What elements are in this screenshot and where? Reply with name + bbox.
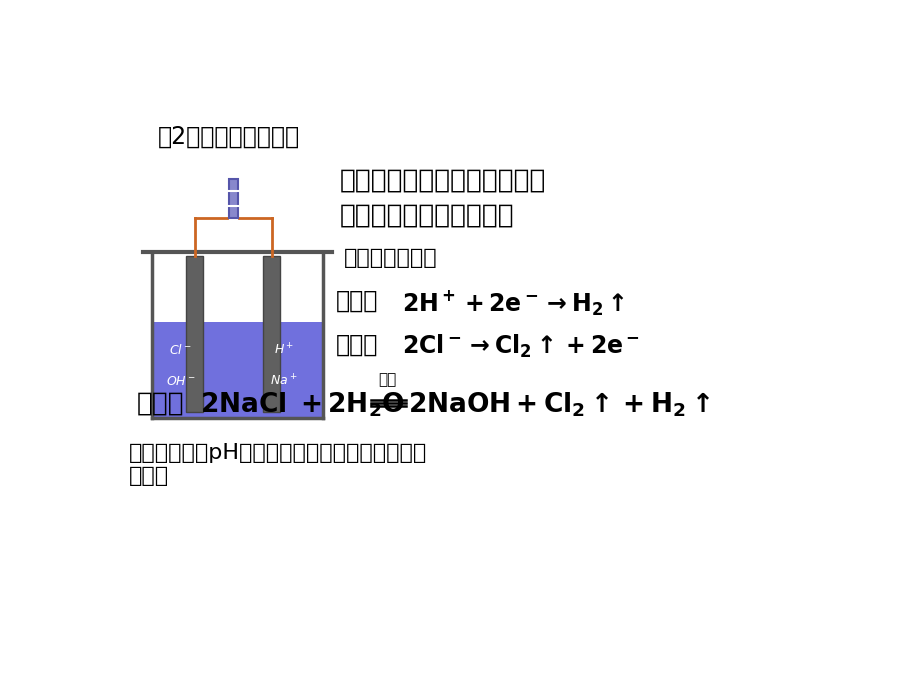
Text: $\mathbf{2Cl^- \rightarrow Cl_2\uparrow + 2e^-}$: $\mathbf{2Cl^- \rightarrow Cl_2\uparrow … xyxy=(402,333,639,360)
Text: 总式：: 总式： xyxy=(137,391,184,417)
Text: 阴极放出无色无味的气体: 阴极放出无色无味的气体 xyxy=(339,202,514,228)
Bar xyxy=(186,256,203,412)
Text: $\mathbf{2NaCl\ +2H_2O}$: $\mathbf{2NaCl\ +2H_2O}$ xyxy=(200,391,404,420)
Text: $Na^+$: $Na^+$ xyxy=(270,373,298,389)
Text: 通电: 通电 xyxy=(379,372,396,387)
Text: 阴极：: 阴极： xyxy=(335,289,378,313)
Text: $H^+$: $H^+$ xyxy=(274,343,294,358)
Text: 阳极：: 阳极： xyxy=(335,333,378,357)
Text: （2）电解饱和食盐水: （2）电解饱和食盐水 xyxy=(157,125,300,149)
Bar xyxy=(263,256,279,412)
Text: $Cl^-$: $Cl^-$ xyxy=(169,344,192,357)
Text: $\mathbf{2NaOH + Cl_2\uparrow + H_2\uparrow}$: $\mathbf{2NaOH + Cl_2\uparrow + H_2\upar… xyxy=(407,391,709,420)
Text: 阳极放出有刺激性气味的气体: 阳极放出有刺激性气味的气体 xyxy=(339,168,546,193)
Text: 电极反应方程式: 电极反应方程式 xyxy=(344,248,437,268)
Bar xyxy=(228,179,238,217)
Bar xyxy=(152,322,323,417)
Text: 注意：阴极区pH值升高，酚酞变红（阴极与负极
相连）: 注意：阴极区pH值升高，酚酞变红（阴极与负极 相连） xyxy=(129,443,426,486)
Text: $\mathbf{2H^+ + 2e^- \rightarrow H_2\uparrow}$: $\mathbf{2H^+ + 2e^- \rightarrow H_2\upa… xyxy=(402,289,624,318)
Text: $OH^-$: $OH^-$ xyxy=(165,375,196,388)
